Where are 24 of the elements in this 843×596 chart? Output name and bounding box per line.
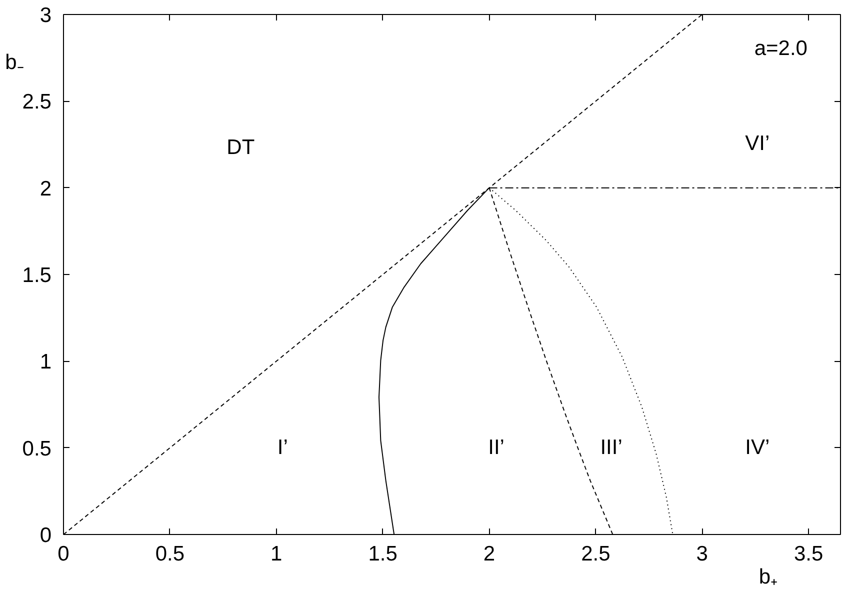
x-tick-label: 3.5 — [794, 542, 824, 566]
y-tick-label: 1.5 — [22, 264, 52, 287]
y-tick-label: 2 — [40, 177, 52, 200]
y-tick-label: 2.5 — [22, 90, 52, 114]
annotation: DT — [226, 136, 255, 160]
x-tick-label: 2 — [483, 542, 496, 566]
y-tick-label: 0 — [40, 524, 52, 547]
annotation: a=2.0 — [754, 36, 808, 60]
annotation: IV’ — [745, 436, 770, 460]
y-tick-label: 1 — [40, 350, 52, 374]
x-tick-label: 0.5 — [155, 542, 185, 566]
x-tick-label: 2.5 — [581, 542, 610, 566]
annotation: III’ — [600, 436, 622, 460]
y-axis-title: b₋ — [5, 51, 24, 74]
x-tick-label: 1 — [270, 542, 282, 566]
annotation: VI’ — [745, 132, 770, 155]
x-tick-label: 3 — [696, 542, 708, 566]
x-tick-label: 0 — [58, 542, 70, 566]
annotation: II’ — [488, 436, 504, 460]
y-tick-label: 0.5 — [22, 437, 52, 460]
x-tick-label: 1.5 — [368, 542, 398, 566]
x-axis-title: b₊ — [758, 566, 778, 588]
y-tick-label: 3 — [40, 4, 52, 27]
annotation: I’ — [277, 436, 288, 460]
